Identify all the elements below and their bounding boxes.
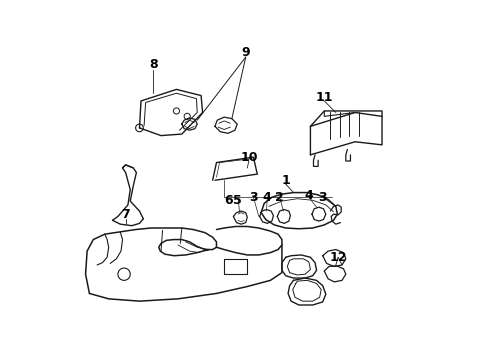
Text: 1: 1 — [281, 174, 290, 187]
Text: 3: 3 — [249, 191, 258, 204]
Text: 4: 4 — [263, 191, 271, 204]
Text: 3: 3 — [318, 191, 327, 204]
Text: 2: 2 — [275, 191, 284, 204]
Text: 5: 5 — [233, 194, 242, 207]
Text: 9: 9 — [242, 46, 250, 59]
Text: 11: 11 — [316, 91, 333, 104]
Text: 10: 10 — [240, 150, 258, 164]
Text: 8: 8 — [149, 58, 158, 71]
Text: 12: 12 — [329, 251, 347, 264]
Text: 6: 6 — [224, 194, 233, 207]
Text: 4: 4 — [304, 189, 313, 202]
Text: 7: 7 — [121, 208, 130, 221]
